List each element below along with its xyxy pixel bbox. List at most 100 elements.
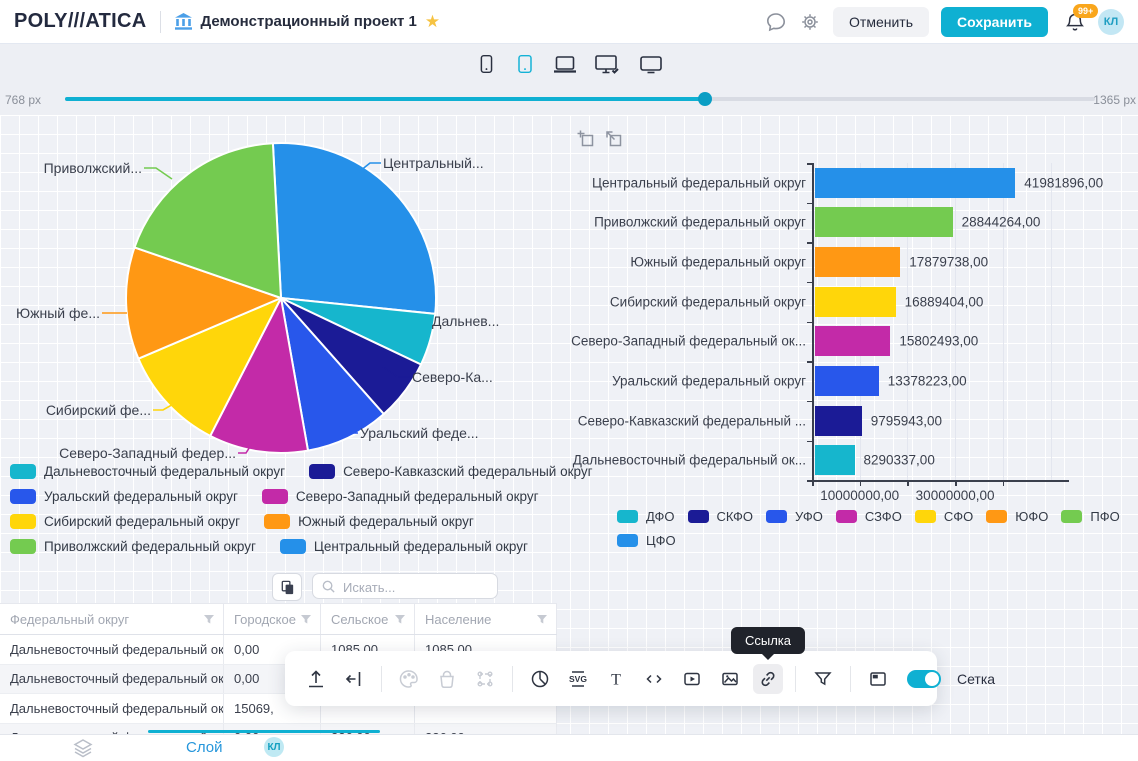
device-desktop-check-icon[interactable] [593, 52, 623, 76]
legend-label: ДФО [646, 509, 675, 524]
layers-icon[interactable] [72, 737, 94, 759]
bar[interactable] [815, 207, 953, 238]
column-filter-icon[interactable] [300, 614, 312, 625]
bar[interactable] [815, 326, 891, 357]
legend-item[interactable]: СКФО [687, 509, 753, 524]
layer-user-badge: КЛ [264, 737, 284, 757]
legend-item[interactable]: ЦФО [617, 533, 676, 548]
filter-icon[interactable] [808, 664, 838, 694]
slider-knob[interactable] [698, 92, 712, 106]
legend-item[interactable]: Приволжский федеральный округ [10, 539, 256, 554]
bar[interactable] [815, 167, 1016, 198]
legend-item[interactable]: ЮФО [986, 509, 1048, 524]
legend-item[interactable]: УФО [766, 509, 823, 524]
search-icon [322, 580, 335, 593]
image-icon[interactable] [715, 664, 745, 694]
device-tablet-icon[interactable] [513, 52, 537, 76]
table-horizontal-scrollbar[interactable] [148, 730, 380, 733]
copy-button[interactable] [272, 573, 302, 601]
pie-slice[interactable] [280, 297, 385, 452]
collapse-left-icon[interactable] [339, 664, 369, 694]
pie-chart-icon[interactable] [525, 664, 555, 694]
legend-item[interactable]: Северо-Западный федеральный округ [261, 489, 539, 504]
device-phone-icon[interactable] [474, 52, 498, 76]
chat-icon[interactable] [765, 11, 787, 33]
column-filter-icon[interactable] [536, 614, 548, 625]
link-icon[interactable]: Ссылка [730, 626, 806, 694]
legend-item[interactable]: Южный федеральный округ [264, 514, 474, 529]
device-widescreen-icon[interactable] [638, 52, 664, 76]
fill-bucket-icon[interactable] [432, 664, 462, 694]
pie-legend: Дальневосточный федеральный округ Северо-… [10, 464, 593, 554]
layer-tab[interactable]: Слой [186, 739, 223, 756]
table-cell: Дальневосточный федеральный округ [0, 723, 224, 735]
device-laptop-icon[interactable] [552, 52, 578, 76]
column-header[interactable]: Сельское [321, 604, 415, 634]
column-header[interactable]: Городское [224, 604, 321, 634]
reset-frame-icon[interactable] [604, 129, 624, 149]
column-filter-icon[interactable] [394, 614, 406, 625]
column-filter-icon[interactable] [203, 614, 215, 625]
upload-icon[interactable] [301, 664, 331, 694]
pie-slice[interactable] [133, 142, 282, 299]
bottom-bar: Слой КЛ [0, 734, 1138, 761]
notifications-bell-icon[interactable]: 99+ [1064, 3, 1099, 33]
legend-item[interactable]: СЗФО [835, 509, 902, 524]
code-icon[interactable] [639, 664, 669, 694]
palette-icon[interactable] [394, 664, 424, 694]
pie-slice[interactable] [125, 246, 282, 360]
legend-item[interactable]: Северо-Кавказский федеральный округ [309, 464, 593, 479]
pie-callout-label: Уральский феде... [360, 425, 479, 441]
legend-item[interactable]: Сибирский федеральный округ [10, 514, 240, 529]
legend-item[interactable]: Уральский федеральный округ [10, 489, 238, 504]
legend-item[interactable]: ДФО [617, 509, 675, 524]
favorite-star-icon[interactable]: ★ [424, 12, 441, 31]
pie-callout-label: Дальнев... [432, 313, 500, 329]
legend-item[interactable]: Центральный федеральный округ [279, 539, 528, 554]
cancel-button[interactable]: Отменить [833, 6, 930, 37]
legend-item[interactable]: Дальневосточный федеральный округ [10, 464, 285, 479]
pie-chart-widget[interactable]: Центральный... Дальнев... Северо-Ка... Урал… [0, 115, 593, 735]
legend-item[interactable]: ПФО [1061, 509, 1120, 524]
legend-label: ПФО [1090, 509, 1120, 524]
bar[interactable] [815, 405, 862, 436]
gear-icon[interactable] [799, 11, 821, 33]
column-header[interactable]: Население [415, 604, 557, 634]
legend-label: Южный федеральный округ [298, 514, 474, 529]
frame-handles-icon[interactable] [470, 664, 500, 694]
slider-min-label: 768 px [5, 93, 42, 107]
bar-value-label: 8290337,00 [863, 452, 935, 468]
legend-swatch [261, 489, 288, 504]
table-row[interactable]: Дальневосточный федеральный округ 15069, [0, 694, 557, 724]
pie-slice[interactable] [137, 297, 282, 437]
avatar[interactable]: КЛ [1098, 8, 1124, 35]
top-bar: POLY///ATICA Демонстрационный проект 1 ★… [0, 0, 1138, 44]
legend-item[interactable]: СФО [914, 509, 974, 524]
bar[interactable] [815, 366, 879, 397]
table-cell: Дальневосточный федеральный округ [0, 635, 224, 664]
bar-chart-widget[interactable]: Центральный федеральный округ 41981896,00… [569, 115, 1138, 735]
save-button[interactable]: Сохранить [941, 6, 1048, 37]
polymatica-logo[interactable]: POLY///ATICA [14, 10, 147, 32]
text-icon[interactable]: T [601, 664, 631, 694]
bar[interactable] [815, 286, 896, 317]
grid-toggle[interactable] [907, 669, 941, 688]
search-input[interactable] [341, 575, 495, 599]
pie-slice[interactable] [271, 142, 437, 315]
add-frame-icon[interactable] [576, 129, 596, 149]
bar[interactable] [815, 445, 855, 476]
video-icon[interactable] [677, 664, 707, 694]
width-slider[interactable] [65, 92, 1095, 106]
bar-legend: ДФО СКФО УФО СЗФО СФО ЮФО ПФО ЦФО [617, 509, 1120, 548]
width-slider-row: 768 px 1365 px [0, 84, 1138, 115]
bar-value-label: 28844264,00 [961, 214, 1041, 230]
panel-layout-icon[interactable] [863, 664, 893, 694]
svg-icon[interactable]: SVG [563, 664, 593, 694]
column-header[interactable]: Федеральный округ [0, 604, 224, 634]
dashboard-canvas[interactable]: Центральный... Дальнев... Северо-Ка... Урал… [0, 115, 1138, 735]
table-header-row: Федеральный округ Городское Сельское Населе… [0, 604, 557, 635]
legend-label: СФО [943, 509, 974, 524]
pie-slice[interactable] [209, 297, 309, 454]
bar[interactable] [815, 247, 901, 278]
